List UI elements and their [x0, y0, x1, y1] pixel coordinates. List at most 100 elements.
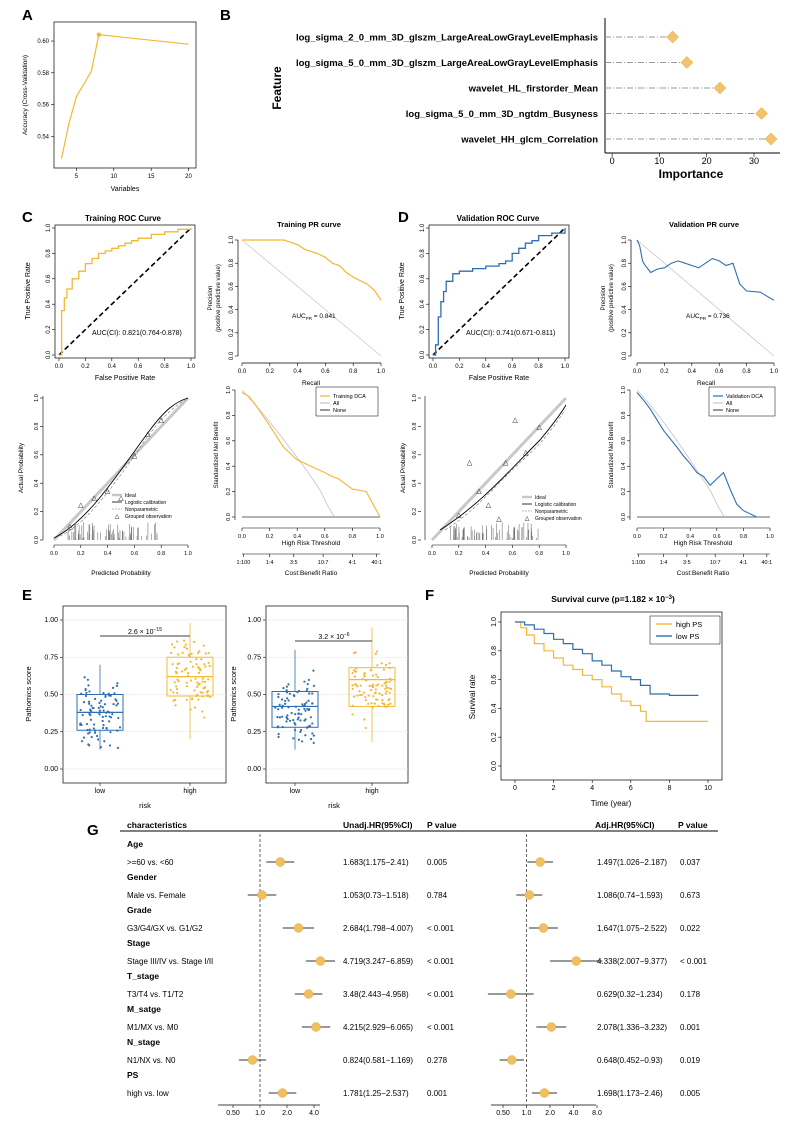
jitter-point	[286, 717, 289, 720]
roc-curve	[59, 228, 192, 356]
grouped-observation-marker: △	[496, 516, 502, 523]
jitter-point	[197, 698, 200, 701]
y-axis-ticks: 0.0 0.2 0.4 0.6 0.8 1.0	[420, 223, 429, 359]
unadj-p-text: 0.784	[427, 891, 448, 900]
jitter-point	[98, 701, 101, 705]
legend: Validation DCA All None	[708, 386, 776, 417]
y-tick-label: 1.0	[226, 386, 232, 394]
y-axis-label: Accuracy (Cross-Validation)	[22, 55, 29, 135]
x-tick-label: 8.0	[592, 1110, 602, 1117]
x-tick-label: 1.0	[187, 364, 196, 370]
y-tick-label: 1.0	[34, 394, 40, 402]
diagonal-reference	[58, 227, 192, 356]
x-tick-label: low	[95, 788, 106, 795]
panel-d-validation-pr-chart: Validation PR curve AUCPR = 0.736 0.0 0.2…	[601, 220, 779, 387]
x-axis-ticks: 0.0 0.2 0.4 0.6 0.8 1.0	[238, 363, 386, 375]
baseline-line	[636, 239, 775, 357]
row-label: Male vs. Female	[127, 891, 186, 900]
x-tick-label: 0.4	[688, 369, 697, 375]
jitter-point	[104, 695, 107, 698]
jitter-point	[359, 684, 362, 687]
jitter-point	[307, 678, 310, 682]
jitter-point	[356, 694, 359, 697]
row-label: M1/MX vs. M0	[127, 1023, 179, 1032]
logistic-calibration-curve	[53, 397, 189, 539]
jitter-point	[87, 700, 91, 703]
x-tick-label: 1:100	[631, 560, 645, 566]
x-tick-label: 4:1	[349, 560, 357, 566]
jitter-point	[360, 693, 363, 696]
jitter-point	[385, 681, 388, 684]
y-tick-label: 0.8	[491, 646, 498, 656]
y-tick-label: 0.54	[37, 134, 49, 140]
jitter-point	[87, 732, 90, 735]
row-label: T3/T4 vs. T1/T2	[127, 990, 184, 999]
x-axis-label: Recall	[697, 380, 716, 387]
logistic-calibration-curve	[439, 404, 567, 531]
header-adj-p: P value	[678, 820, 708, 830]
pr-curve	[636, 239, 775, 301]
y-axis-label-2: (positive predictive value)	[609, 264, 615, 332]
x-tick-label: 30	[749, 156, 759, 166]
x-tick-label: 0.6	[134, 364, 143, 370]
row-label: N1/NX vs. N0	[127, 1056, 176, 1065]
jitter-point	[277, 692, 280, 696]
jitter-point	[378, 692, 381, 695]
y-axis-ticks: 0.54 0.56 0.58 0.60	[37, 39, 54, 140]
auc-annotation: AUCPR = 0.841	[292, 313, 336, 321]
legend-grouped: Grouped observation	[535, 516, 582, 522]
jitter-point	[103, 740, 106, 743]
y-tick-label: 1.0	[622, 235, 628, 244]
panel-label-b: B	[220, 7, 231, 24]
jitter-point	[169, 688, 172, 692]
x-tick-label: 0.6	[509, 551, 517, 557]
jitter-point	[351, 684, 354, 687]
jitter-point	[364, 726, 367, 730]
jitter-point	[363, 672, 366, 675]
y-tick-label: 0.2	[420, 325, 426, 334]
y-tick-label: 0.8	[46, 249, 52, 258]
x-tick-label: 4.0	[569, 1110, 579, 1117]
x-tick-label: 0.8	[160, 364, 169, 370]
y-tick-label: 1.0	[420, 223, 426, 232]
x-tick-label: 10	[110, 174, 117, 180]
p-value-label: 2.6 × 10−15	[128, 627, 162, 636]
jitter-point	[185, 667, 188, 670]
jitter-point	[375, 673, 378, 676]
unadj-p-text: 0.005	[427, 858, 448, 867]
jitter-point	[101, 706, 104, 709]
y-tick-label: 0.2	[46, 325, 52, 334]
adj-hr-text: 1.647(1.075−2.522)	[597, 924, 667, 933]
legend-nonparametric: Nonparametric	[125, 507, 158, 513]
jitter-point	[285, 689, 288, 692]
x-tick-label: 2.0	[545, 1110, 555, 1117]
survival-curve-low-ps	[515, 621, 699, 697]
x-tick-label: 5	[75, 174, 79, 180]
x-tick-label: 0	[610, 156, 615, 166]
chart-title: Training ROC Curve	[85, 214, 162, 223]
y-tick-label: 0.6	[491, 675, 498, 685]
jitter-point	[308, 708, 311, 711]
jitter-point	[311, 732, 314, 735]
legend-logistic: Logistic calibration	[535, 502, 576, 508]
jitter-point	[276, 716, 279, 719]
jitter-point	[199, 668, 202, 671]
survival-curve-high-ps	[515, 621, 708, 723]
x-tick-label: 1.0	[184, 551, 192, 557]
x-axis-label: Recall	[302, 380, 321, 387]
jitter-point	[101, 715, 104, 719]
chart-title: Validation ROC Curve	[457, 214, 540, 223]
jitter-point	[381, 693, 384, 697]
y-tick-label: 0.0	[46, 350, 52, 359]
x-axis-ticks: 0 2 4 6 8 10	[513, 780, 712, 792]
roc-curve	[433, 228, 566, 356]
feature-label: log_sigma_5_0_mm_3D_glszm_LargeAreaLowGr…	[296, 58, 598, 69]
y-tick-label: 0.0	[420, 350, 426, 359]
jitter-point	[297, 716, 300, 719]
unadj-p-text: < 0.001	[427, 990, 454, 999]
jitter-point	[175, 685, 178, 688]
jitter-point	[174, 704, 177, 707]
importance-marker	[764, 132, 778, 146]
group-header: Age	[127, 839, 143, 849]
jitter-point	[85, 691, 88, 694]
